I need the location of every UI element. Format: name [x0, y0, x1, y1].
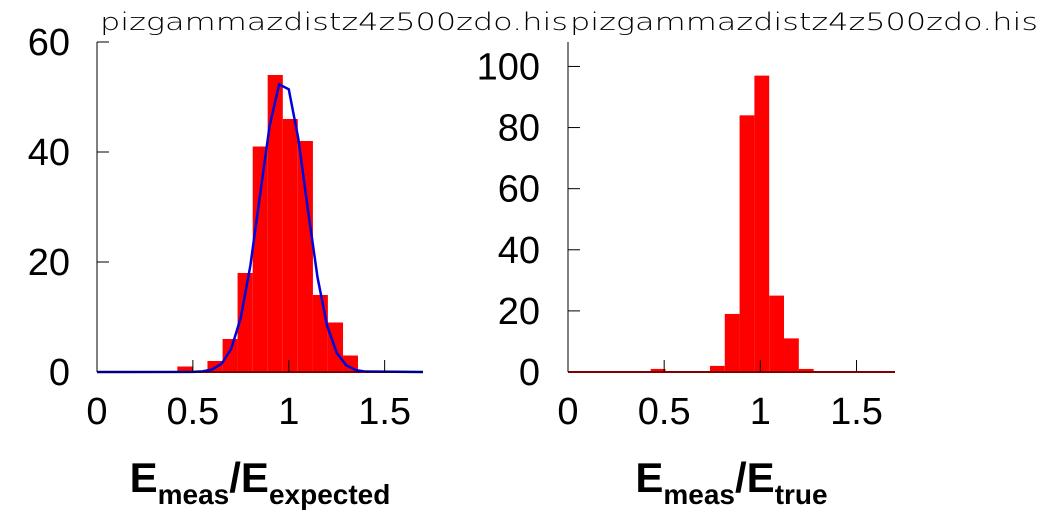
bar — [282, 119, 298, 372]
y-tick-label: 100 — [477, 46, 540, 88]
y-tick-label: 0 — [519, 352, 540, 394]
y-tick-label: 60 — [498, 169, 540, 211]
x-tick-label: 1.5 — [358, 391, 411, 433]
y-tick-label: 0 — [49, 352, 70, 394]
x-label-part: meas — [158, 479, 230, 510]
bar — [709, 365, 725, 372]
x-label-part: meas — [663, 479, 735, 510]
x-label-part: true — [775, 479, 828, 510]
y-tick-label: 40 — [498, 230, 540, 272]
bar — [754, 75, 770, 372]
chart-title: pizgammazdistz4z500zdo.his — [570, 8, 1038, 36]
x-label-part: /E — [735, 454, 775, 501]
y-tick-label: 80 — [498, 108, 540, 150]
chart-title: pizgammazdistz4z500zdo.his — [100, 8, 568, 36]
x-label-part: E — [130, 454, 158, 501]
y-tick-label: 20 — [498, 291, 540, 333]
bar — [798, 368, 814, 372]
bar — [769, 295, 785, 372]
x-tick-label: 0.5 — [166, 391, 219, 433]
bar — [237, 273, 253, 372]
x-label-part: /E — [229, 454, 269, 501]
bar — [177, 366, 193, 372]
bar — [222, 339, 238, 372]
bar — [312, 295, 328, 372]
x-tick-label: 0 — [557, 391, 578, 433]
bar — [739, 115, 755, 372]
x-label-part: E — [635, 454, 663, 501]
y-tick-label: 60 — [28, 22, 70, 64]
bar — [252, 146, 268, 372]
x-axis-label: Emeas/Eexpected — [130, 454, 391, 510]
bar — [784, 338, 799, 372]
x-tick-label: 1 — [750, 391, 771, 433]
x-tick-label: 1.5 — [830, 391, 883, 433]
bar — [343, 355, 358, 372]
x-tick-label: 0.5 — [638, 391, 691, 433]
bar — [267, 75, 283, 372]
x-axis-label: Emeas/Etrue — [635, 454, 827, 510]
bar — [650, 368, 666, 372]
x-label-part: expected — [269, 479, 390, 510]
y-tick-label: 40 — [28, 132, 70, 174]
x-tick-label: 0 — [86, 391, 107, 433]
bar — [724, 313, 740, 372]
y-tick-label: 20 — [28, 242, 70, 284]
fit-curve — [96, 82, 424, 374]
bar — [297, 141, 313, 372]
x-tick-label: 1 — [278, 391, 299, 433]
